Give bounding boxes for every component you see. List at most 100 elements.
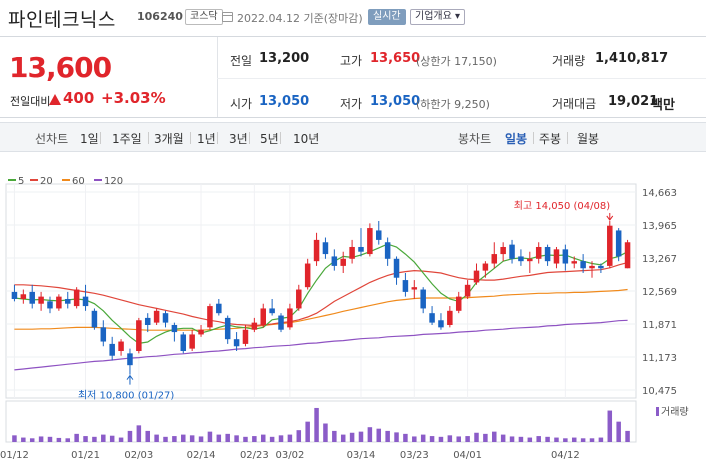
volume-bar xyxy=(598,437,604,442)
x-tick-label: 01/21 xyxy=(71,450,100,461)
legend-label-1: 20 xyxy=(40,176,53,187)
volume-bar xyxy=(412,436,417,442)
x-tick-label: 04/12 xyxy=(551,450,580,461)
candle-body xyxy=(171,324,178,333)
candle-body xyxy=(207,306,213,328)
market-badge: 코스닥 xyxy=(185,9,223,25)
tab-line-1[interactable]: 1주일 xyxy=(112,132,142,146)
x-tick-label: 03/14 xyxy=(347,450,376,461)
realtime-button[interactable]: 실시간 xyxy=(368,9,406,25)
candle-body xyxy=(562,249,569,264)
y-tick-label: 12,569 xyxy=(642,287,677,298)
candle-body xyxy=(473,270,480,283)
ma5-line xyxy=(14,243,628,345)
volume-bar xyxy=(74,433,79,442)
candle-body xyxy=(144,317,151,325)
volume-bar xyxy=(101,434,106,442)
tab-line-2[interactable]: 3개월 xyxy=(154,132,184,146)
volume-bar xyxy=(225,433,230,442)
volume-bar xyxy=(314,407,319,442)
volume-bar xyxy=(127,430,133,442)
candle-body xyxy=(118,341,124,351)
candle-body xyxy=(287,308,293,328)
tab-candle-0[interactable]: 일봉 xyxy=(505,132,528,146)
volume-bar xyxy=(456,436,461,442)
volume-bar xyxy=(29,438,35,442)
volume-bar xyxy=(447,435,453,442)
divider xyxy=(217,37,218,117)
candle-body xyxy=(402,280,409,292)
candle-chart-label: 봉차트 xyxy=(458,132,492,146)
candle-body xyxy=(384,242,391,259)
volume-bar xyxy=(536,436,541,442)
candle-body xyxy=(65,298,71,304)
candle-body xyxy=(251,322,258,330)
tab-candle-1[interactable]: 주봉 xyxy=(539,132,562,146)
candle-body xyxy=(189,334,195,349)
legend-label-0: 5 xyxy=(18,176,24,187)
company-info-dropdown[interactable]: 기업개요 ▾ xyxy=(410,9,465,25)
candle-body xyxy=(269,308,275,314)
low-arrowhead xyxy=(126,374,134,380)
candle-body xyxy=(180,334,187,351)
candle-body xyxy=(553,249,560,264)
volume-bar xyxy=(38,436,44,442)
volume-bar xyxy=(527,437,533,442)
candle-body xyxy=(580,261,586,269)
candle-body xyxy=(20,294,27,299)
prev-close-label: 전일 xyxy=(230,54,253,68)
x-tick-label: 01/12 xyxy=(0,450,29,461)
candle-body xyxy=(509,244,515,259)
candle-body xyxy=(367,228,373,255)
volume-bar xyxy=(358,431,364,442)
amount-unit: 백만 xyxy=(651,98,675,113)
volume-bar xyxy=(474,432,479,442)
stock-code: 106240 xyxy=(137,10,183,23)
legend-label-3: 120 xyxy=(104,176,123,187)
volume-bar xyxy=(492,431,497,442)
volume-bar xyxy=(305,421,310,442)
tab-line-5[interactable]: 5년 xyxy=(260,132,279,146)
volume-bar xyxy=(269,436,275,442)
y-tick-label: 11,871 xyxy=(642,320,677,331)
volume-bar xyxy=(616,421,621,442)
candle-body xyxy=(109,343,115,356)
candle-body xyxy=(598,265,604,269)
volume-bar xyxy=(21,437,26,442)
volume-bar xyxy=(287,434,293,442)
tab-line-4[interactable]: 3년 xyxy=(229,132,248,146)
candle-body xyxy=(491,254,498,264)
volume-bar xyxy=(403,433,408,442)
tab-line-6[interactable]: 10년 xyxy=(293,132,320,146)
candle-body xyxy=(411,287,418,290)
volume-bar xyxy=(500,434,506,442)
candle-body xyxy=(438,320,444,328)
volume-bar xyxy=(181,434,186,442)
tab-candle-2[interactable]: 월봉 xyxy=(577,132,600,146)
candle-body xyxy=(615,230,622,257)
open-value: 13,050 xyxy=(259,94,310,109)
volume-bar xyxy=(385,430,390,442)
volume-bar xyxy=(554,437,559,442)
price-summary: 13,600 전일대비 400 +3.03% 전일 13,200 고가 13,6… xyxy=(0,36,706,118)
high-label: 고가 xyxy=(340,54,363,68)
candle-body xyxy=(29,291,35,304)
candle-body xyxy=(535,246,542,259)
volume-bar xyxy=(483,433,488,442)
volume-bar xyxy=(118,437,124,442)
upper-limit: (상한가 17,150) xyxy=(416,55,497,68)
volume-bar xyxy=(580,438,586,442)
volume-bar xyxy=(109,435,115,442)
tab-line-3[interactable]: 1년 xyxy=(197,132,216,146)
candle-body xyxy=(527,258,533,262)
candle-body xyxy=(91,310,98,328)
candle-body xyxy=(100,327,107,342)
low-annotation: 최저 10,800 (01/27) xyxy=(78,390,174,402)
volume-bar xyxy=(420,434,426,442)
tab-line-0[interactable]: 1일 xyxy=(80,132,99,146)
volume-bar xyxy=(518,436,524,442)
candle-body xyxy=(455,296,462,311)
tab-divider xyxy=(533,132,534,144)
x-tick-label: 03/23 xyxy=(400,450,429,461)
volume-bar xyxy=(589,438,595,442)
